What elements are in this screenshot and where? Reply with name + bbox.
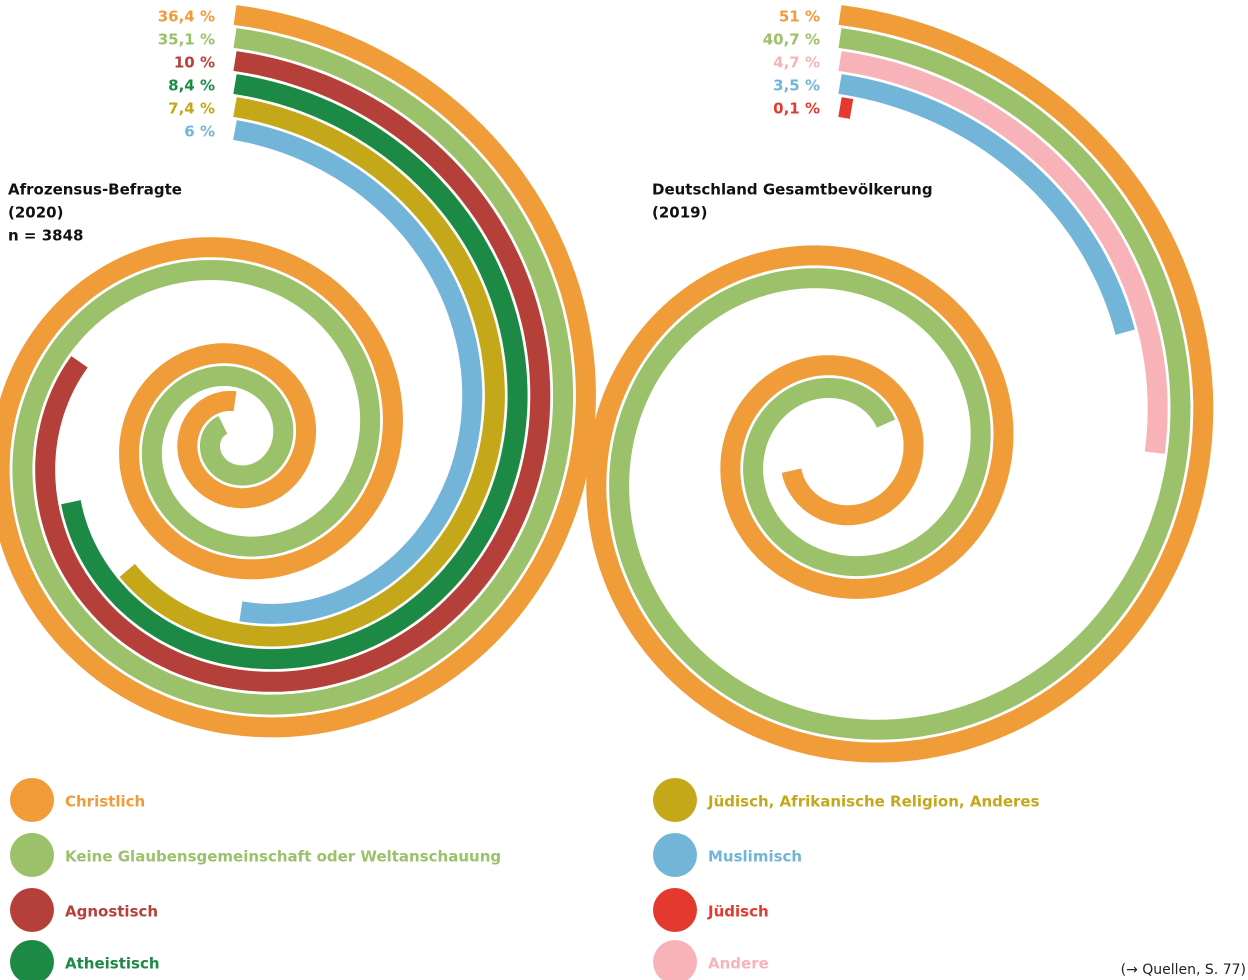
legend-swatch [653, 833, 697, 877]
legend-label: Andere [708, 955, 769, 973]
spiral-band [61, 74, 528, 670]
legend-label: Agnostisch [65, 903, 158, 921]
legend-swatch [653, 778, 697, 822]
chart-subtitle: (2020) [8, 204, 63, 222]
spiral-band [233, 120, 483, 624]
spiral-band [12, 28, 574, 715]
value-label: 7,4 % [168, 100, 215, 118]
legend-label: Jüdisch, Afrikanische Religion, Anderes [707, 793, 1040, 811]
legend-swatch [10, 940, 54, 980]
value-label: 8,4 % [168, 77, 215, 95]
spiral-band [609, 28, 1191, 740]
value-label: 6 % [184, 123, 215, 141]
value-label: 51 % [779, 8, 820, 26]
chart-annotation: n = 3848 [8, 227, 83, 245]
source-note: (→ Quellen, S. 77) [1121, 962, 1246, 978]
legend-swatch [10, 888, 54, 932]
spiral-band [838, 74, 1135, 335]
spiral-band [119, 97, 505, 647]
chart-title: Afrozensus-Befragte [8, 181, 182, 199]
value-label: 3,5 % [773, 77, 820, 95]
legend-swatch [10, 778, 54, 822]
legend-swatch [10, 833, 54, 877]
spiral-band [35, 51, 551, 692]
spiral-band [838, 51, 1168, 454]
value-label: 35,1 % [158, 31, 215, 49]
spiral-band [586, 5, 1214, 763]
legend-swatch [653, 888, 697, 932]
chart-subtitle: (2019) [652, 204, 707, 222]
legend-swatch [653, 940, 697, 980]
spiral-band [838, 97, 854, 119]
value-label: 36,4 % [158, 8, 215, 26]
value-label: 0,1 % [773, 100, 820, 118]
value-label: 40,7 % [763, 31, 820, 49]
legend-label: Jüdisch [707, 903, 769, 921]
spiral-band [0, 5, 596, 738]
legend-label: Muslimisch [708, 848, 802, 866]
chart-title: Deutschland Gesamtbevölkerung [652, 181, 933, 199]
legend-label: Atheistisch [65, 955, 160, 973]
value-label: 4,7 % [773, 54, 820, 72]
value-label: 10 % [174, 54, 215, 72]
legend-label: Christlich [65, 793, 145, 811]
legend-label: Keine Glaubensgemeinschaft oder Weltansc… [65, 848, 501, 866]
